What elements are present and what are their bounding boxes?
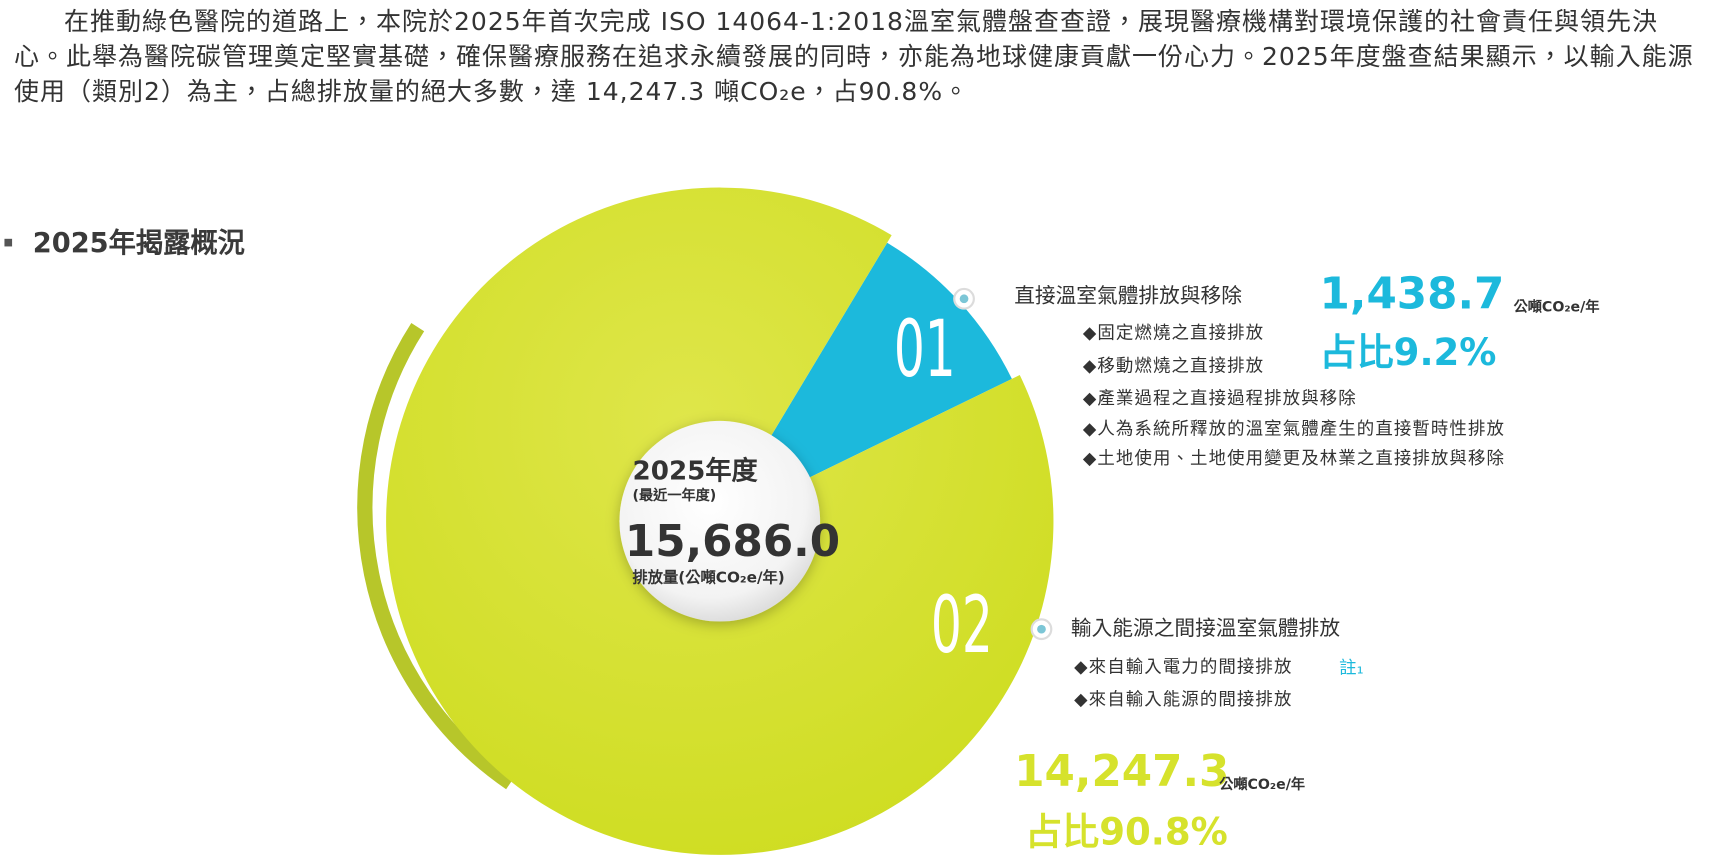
bullet-icon-dot bbox=[959, 294, 969, 304]
note-mark: 註₁ bbox=[1339, 658, 1363, 678]
section-bullet bbox=[4, 238, 13, 247]
category-title: 輸入能源之間接溫室氣體排放 bbox=[1071, 616, 1340, 640]
total-caption: 排放量(公噸CO₂e/年) bbox=[633, 568, 785, 586]
value-unit: 公噸CO₂e/年 bbox=[1514, 299, 1600, 316]
center-note: (最近一年度) bbox=[633, 487, 717, 504]
total-label: 15,686.0 bbox=[625, 517, 840, 567]
percent-label: 占比9.2% bbox=[1320, 331, 1497, 374]
detail-item: ◆來自輸入能源的間接排放 bbox=[1074, 690, 1292, 710]
detail-item: ◆固定燃燒之直接排放 bbox=[1083, 324, 1264, 344]
value-unit: 公噸CO₂e/年 bbox=[1219, 776, 1305, 793]
decor-arc bbox=[357, 323, 515, 790]
slice-number: 02 bbox=[931, 580, 993, 671]
slice-number: 01 bbox=[894, 304, 956, 395]
intro-paragraph: 在推動綠色醫院的道路上，本院於2025年首次完成 ISO 14064-1:201… bbox=[14, 7, 1694, 106]
detail-item: ◆土地使用、土地使用變更及林業之直接排放與移除 bbox=[1083, 448, 1505, 469]
detail-item: ◆產業過程之直接過程排放與移除 bbox=[1083, 389, 1357, 409]
value-label: 1,438.7 bbox=[1320, 270, 1505, 320]
value-label: 14,247.3 bbox=[1014, 747, 1229, 797]
detail-item: ◆來自輸入電力的間接排放 bbox=[1074, 657, 1292, 677]
detail-item: ◆移動燃燒之直接排放 bbox=[1083, 356, 1264, 376]
bullet-icon-dot bbox=[1037, 624, 1046, 634]
detail-item: ◆人為系統所釋放的溫室氣體產生的直接暫時性排放 bbox=[1083, 420, 1505, 440]
pie-slice bbox=[719, 242, 1012, 522]
category-title: 直接溫室氣體排放與移除 bbox=[1014, 284, 1242, 308]
center-year: 2025年度 bbox=[633, 456, 759, 487]
center-disc bbox=[619, 420, 821, 622]
percent-label: 占比90.8% bbox=[1025, 811, 1228, 854]
section-title: 2025年揭露概況 bbox=[33, 227, 245, 259]
